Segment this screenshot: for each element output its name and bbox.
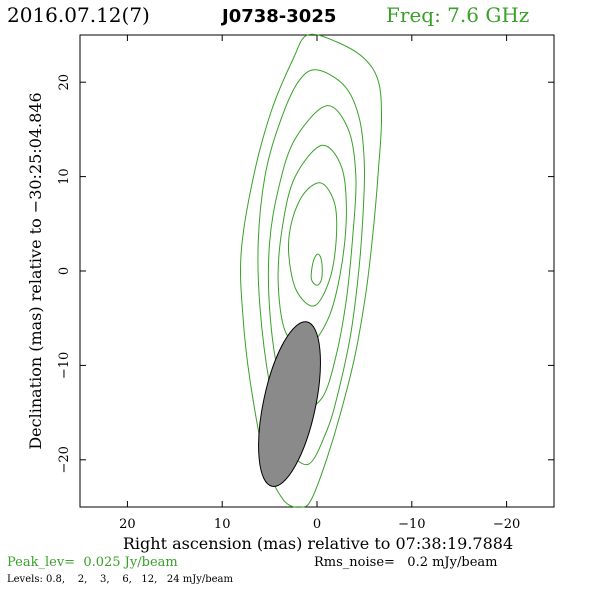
contour-level-5	[310, 253, 323, 286]
source-name: J0738-3025	[220, 6, 336, 27]
contour-level-1	[257, 69, 366, 466]
contour-level-4	[287, 182, 338, 307]
frequency-label: Freq: 7.6 GHz	[386, 3, 529, 27]
y-axis-label: Declination (mas) relative to −30:25:04.…	[26, 92, 45, 449]
x-tick-label: −20	[493, 517, 520, 532]
y-tick-label: 10	[57, 168, 72, 185]
peak-level: Peak_lev= 0.025 Jy/beam	[7, 555, 178, 570]
x-tick-label: −10	[398, 517, 425, 532]
x-tick-label: 20	[119, 517, 136, 532]
y-tick-label: −20	[57, 446, 72, 473]
observation-date: 2016.07.12(7)	[7, 3, 150, 27]
contour-level-0	[240, 33, 383, 508]
tick-group: 20 10 0 −10 −20 −20 −10 0 10 20	[57, 35, 554, 532]
y-tick-label: −10	[57, 352, 72, 379]
beam-group	[258, 321, 321, 487]
beam-ellipse	[258, 321, 321, 487]
plot-frame	[79, 34, 555, 508]
x-tick-label: 0	[313, 517, 321, 532]
y-tick-label: 20	[57, 74, 72, 91]
x-axis-label: Right ascension (mas) relative to 07:38:…	[123, 534, 513, 553]
y-tick-label: 0	[57, 267, 72, 275]
x-tick-label: 10	[214, 517, 231, 532]
contour-levels: Levels: 0.8, 2, 3, 6, 12, 24 mJy/beam	[7, 574, 234, 585]
rms-noise: Rms_noise= 0.2 mJy/beam	[314, 555, 497, 570]
